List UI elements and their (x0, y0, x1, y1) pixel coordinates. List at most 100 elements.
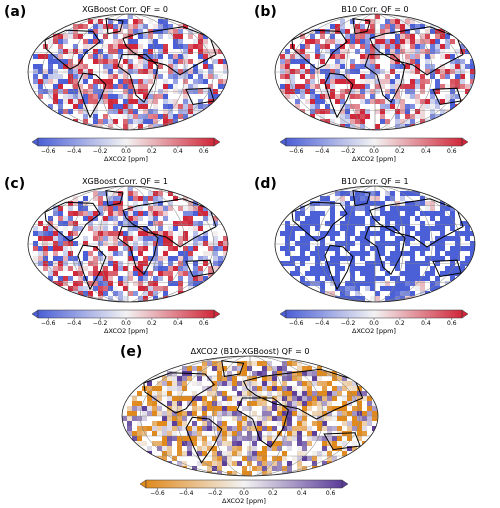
data-cell (470, 64, 475, 69)
data-cell (153, 241, 158, 246)
data-cell (177, 426, 182, 431)
data-cell (360, 84, 365, 89)
data-cell (327, 371, 332, 376)
coastline (369, 26, 464, 76)
data-cell (213, 59, 218, 64)
data-cell (143, 54, 148, 59)
data-cell (63, 246, 68, 251)
data-cell (153, 44, 158, 49)
data-cell (178, 206, 183, 211)
data-cell (162, 421, 167, 426)
data-cell (320, 256, 325, 261)
data-cell (315, 109, 320, 114)
data-cell (172, 371, 177, 376)
data-cell (307, 406, 312, 411)
data-cell (287, 441, 292, 446)
data-cell (390, 296, 395, 301)
data-cell (357, 396, 362, 401)
data-cell (242, 466, 247, 471)
data-cell (193, 281, 198, 286)
data-cell (172, 381, 177, 386)
data-cell (143, 49, 148, 54)
data-cell (103, 241, 108, 246)
data-cell (183, 59, 188, 64)
data-cell (98, 206, 103, 211)
data-cell (365, 201, 370, 206)
data-cell (138, 29, 143, 34)
data-cell (360, 236, 365, 241)
data-cell (227, 376, 232, 381)
data-cell (292, 371, 297, 376)
data-cell (340, 196, 345, 201)
data-cell (227, 411, 232, 416)
data-cell (242, 386, 247, 391)
data-cell (405, 124, 410, 129)
data-cell (73, 94, 78, 99)
data-cell (287, 416, 292, 421)
data-cell (305, 271, 310, 276)
colorbar-tick: 0.6 (199, 148, 209, 155)
data-cell (63, 94, 68, 99)
data-cell (295, 216, 300, 221)
data-cell (282, 436, 287, 441)
data-cell (470, 74, 475, 79)
data-cell (222, 431, 227, 436)
data-cell (137, 391, 142, 396)
data-cell (188, 211, 193, 216)
data-cell (48, 44, 53, 49)
data-cell (148, 44, 153, 49)
data-cell (93, 119, 98, 124)
data-cell (93, 246, 98, 251)
data-cell (188, 206, 193, 211)
data-cell (360, 29, 365, 34)
data-cell (123, 216, 128, 221)
data-cell (360, 124, 365, 129)
data-cell (315, 84, 320, 89)
data-cell (445, 74, 450, 79)
data-cell (292, 406, 297, 411)
data-cell (198, 49, 203, 54)
data-cell (123, 104, 128, 109)
data-cell (267, 441, 272, 446)
data-cell (163, 266, 168, 271)
data-cell (138, 19, 143, 24)
data-cell (370, 59, 375, 64)
data-cell (173, 44, 178, 49)
data-cell (315, 221, 320, 226)
coastline (369, 198, 464, 248)
data-cell (133, 84, 138, 89)
data-cell (108, 64, 113, 69)
panel-label: (b) (254, 4, 277, 20)
data-cell (178, 251, 183, 256)
data-cell (252, 456, 257, 461)
data-cell (297, 361, 302, 366)
data-cell (53, 74, 58, 79)
data-cell (282, 471, 287, 476)
data-cell (390, 226, 395, 231)
data-cell (360, 221, 365, 226)
data-cell (173, 196, 178, 201)
data-cell (405, 69, 410, 74)
data-cell (415, 79, 420, 84)
data-cell (143, 246, 148, 251)
data-cell (375, 124, 380, 129)
data-cell (345, 216, 350, 221)
data-cell (138, 246, 143, 251)
data-cell (345, 246, 350, 251)
data-cell (327, 396, 332, 401)
data-cell (162, 436, 167, 441)
data-cell (375, 19, 380, 24)
data-cell (132, 411, 137, 416)
data-cell (355, 251, 360, 256)
colorbar-extend-high (341, 479, 349, 489)
data-cell (202, 411, 207, 416)
data-cell (350, 266, 355, 271)
data-cell (123, 236, 128, 241)
data-cell (252, 441, 257, 446)
data-cell (83, 79, 88, 84)
data-cell (280, 69, 285, 74)
data-cell (73, 74, 78, 79)
data-cell (460, 221, 465, 226)
data-cell (33, 54, 38, 59)
data-cell (173, 39, 178, 44)
